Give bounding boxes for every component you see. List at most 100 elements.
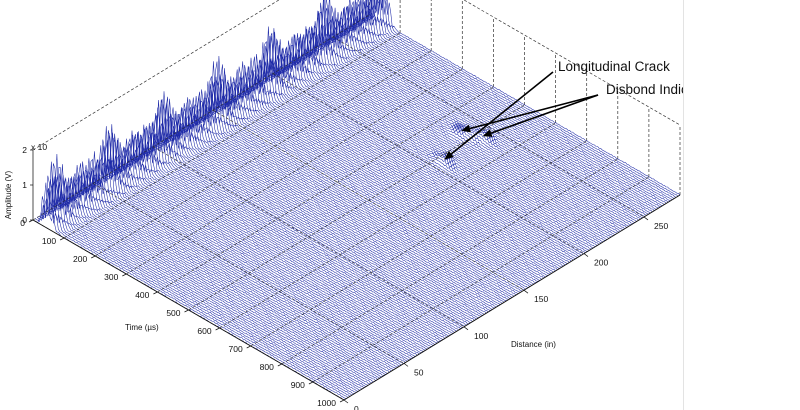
waveform-trace <box>66 163 378 380</box>
waveform-trace <box>248 60 560 269</box>
waveform-trace <box>159 113 471 324</box>
time-tick-label: 600 <box>197 326 211 336</box>
waveform-trace <box>103 137 416 357</box>
waveform-trace <box>143 107 455 333</box>
amplitude-axis-ticks: 0 1 2 <box>22 145 33 225</box>
waveform-trace <box>129 124 441 342</box>
waveform-trace <box>153 96 465 327</box>
floor-gridline-time <box>219 122 556 329</box>
distance-tick-label: 200 <box>594 258 608 268</box>
annotation-arrow-line <box>469 94 599 130</box>
time-tick-mark <box>59 237 65 241</box>
waveform-trace <box>361 0 673 200</box>
waveform-trace <box>273 46 586 254</box>
waveform-trace <box>224 69 536 283</box>
waveform-trace <box>315 0 627 228</box>
waveform-trace <box>117 130 430 349</box>
waveform-trace <box>210 78 522 292</box>
waveform-trace <box>347 0 659 208</box>
waveform-trace <box>212 74 524 291</box>
waveform-trace <box>228 61 540 281</box>
time-tick-label: 200 <box>73 254 87 264</box>
waveform-trace <box>289 34 602 244</box>
floor-gridline-time <box>250 140 587 347</box>
waveform-trace <box>269 48 582 256</box>
waveform-trace <box>76 158 388 374</box>
waveform-trace <box>123 136 436 345</box>
distance-axis-line <box>343 194 681 401</box>
waveform-trace <box>303 10 615 236</box>
waveform-trace <box>52 177 365 389</box>
amplitude-tick-label: 0 <box>22 215 27 225</box>
floor-gridline-time <box>95 50 432 257</box>
waveform-trace <box>151 91 463 328</box>
annotation-arrow-head <box>461 124 471 133</box>
waveform-trace <box>38 161 351 397</box>
waveform-trace <box>173 103 485 315</box>
waveform-trace <box>285 37 598 246</box>
waveform-trace <box>281 32 594 248</box>
time-tick-label: 1000 <box>317 398 336 408</box>
waveform-trace <box>40 163 353 396</box>
waveform-trace <box>107 146 420 355</box>
waveform-trace <box>84 160 396 369</box>
time-tick-mark <box>153 291 158 295</box>
waveform-trace <box>175 97 487 314</box>
waveform-trace <box>125 131 437 344</box>
waveform-trace <box>240 56 552 274</box>
distance-axis-label: Distance (in) <box>511 340 556 349</box>
waveform-trace <box>313 0 625 230</box>
amplitude-tick-label: 1 <box>22 180 27 190</box>
waveform-trace <box>188 89 501 305</box>
waveform-trace <box>82 159 394 370</box>
time-tick-mark <box>91 255 96 259</box>
waveform-trace <box>42 153 354 394</box>
waveform-trace <box>287 33 600 245</box>
waveform-trace <box>163 110 475 321</box>
waveform-trace <box>335 6 647 216</box>
floor-gridline-time <box>188 104 525 311</box>
blank-side-panel <box>683 0 800 410</box>
time-tick-mark <box>339 399 345 403</box>
time-tick-mark <box>277 363 282 367</box>
waveform-trace <box>193 92 505 303</box>
waveform-trace <box>368 0 681 196</box>
waveform-trace <box>262 31 574 261</box>
waveform-trace <box>165 113 477 320</box>
time-tick-mark <box>184 309 189 313</box>
waveform-trace <box>121 132 434 346</box>
waveform-trace <box>232 66 544 279</box>
waveform-trace <box>78 158 390 373</box>
distance-tick-mark <box>403 363 409 367</box>
time-tick-label: 400 <box>135 290 149 300</box>
waveform-trace <box>266 39 578 258</box>
distance-tick-label: 50 <box>414 367 424 377</box>
waveform-trace <box>258 28 570 263</box>
waveform-trace <box>321 15 633 224</box>
waveform-trace <box>155 98 467 325</box>
floor-gridline-time <box>126 68 463 275</box>
box-top-edge <box>32 0 280 151</box>
waveform-trace <box>345 0 657 210</box>
time-tick-mark <box>215 327 220 331</box>
waveform-trace <box>283 34 596 248</box>
time-axis-label: Time (µs) <box>125 323 159 332</box>
waveform-trace <box>204 55 517 296</box>
floor-gridline-time <box>63 32 401 239</box>
waveform-trace <box>44 166 356 393</box>
time-tick-label: 0 <box>20 218 25 228</box>
time-tick-label: 800 <box>260 362 274 372</box>
waveform-trace <box>222 77 534 285</box>
waveform-trace <box>68 161 380 379</box>
time-tick-mark <box>308 381 314 385</box>
waveform-trace <box>206 64 519 294</box>
waveform-trace <box>331 6 643 218</box>
waveform-trace <box>364 0 677 198</box>
time-tick-label: 900 <box>291 380 305 390</box>
annotation-longitudinal-crack: Longitudinal Crack <box>558 59 670 74</box>
time-tick-label: 700 <box>229 344 243 354</box>
waveform-trace <box>96 124 408 362</box>
waveform-trace <box>54 177 366 387</box>
distance-tick-label: 0 <box>354 404 359 410</box>
waveform-trace <box>92 126 404 365</box>
